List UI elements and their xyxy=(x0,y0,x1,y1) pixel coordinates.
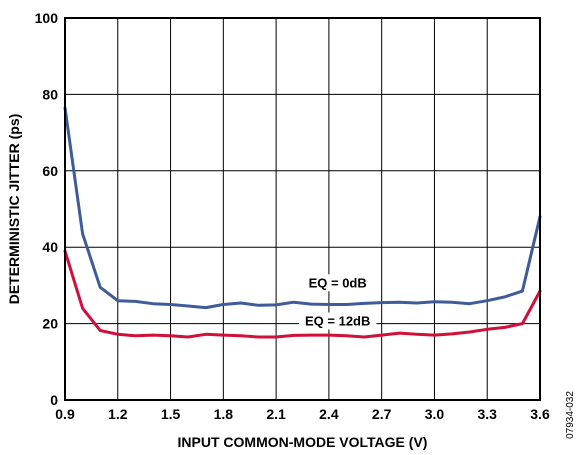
x-tick-labels: 0.9 1.2 1.5 1.8 2.1 2.4 2.7 3.0 3.3 3.6 xyxy=(55,406,550,422)
x-tick-label: 3.3 xyxy=(477,406,497,422)
x-tick-label: 2.4 xyxy=(319,406,339,422)
x-tick-label: 0.9 xyxy=(55,406,75,422)
series-label-eq-12db: EQ = 12dB xyxy=(305,314,370,329)
y-tick-label: 100 xyxy=(35,10,59,26)
series-label-layer: EQ = 0dB EQ = 12dB xyxy=(298,274,377,330)
series-line-eq-0db xyxy=(63,106,542,310)
x-tick-label: 3.0 xyxy=(425,406,445,422)
x-tick-label: 1.5 xyxy=(161,406,181,422)
y-tick-label: 60 xyxy=(42,163,58,179)
y-tick-label: 20 xyxy=(42,316,58,332)
series-label-bg-eq-12db xyxy=(298,312,377,330)
series-line-eq-12db xyxy=(63,249,542,339)
x-tick-label: 1.2 xyxy=(108,406,128,422)
y-tick-label: 0 xyxy=(50,392,58,408)
series-label-bg-eq-0db xyxy=(302,274,373,292)
series-label-eq-0db: EQ = 0dB xyxy=(309,275,367,290)
plot-border xyxy=(64,17,541,401)
y-tick-labels: 0 20 40 60 80 100 xyxy=(35,10,59,408)
x-tick-label: 3.6 xyxy=(530,406,550,422)
plot-area xyxy=(65,18,540,400)
y-tick-label: 80 xyxy=(42,86,58,102)
x-axis-title: INPUT COMMON-MODE VOLTAGE (V) xyxy=(178,434,428,450)
series-layer xyxy=(63,106,542,339)
x-tick-label: 1.8 xyxy=(214,406,234,422)
x-tick-label: 2.1 xyxy=(266,406,286,422)
figure-code: 07934-032 xyxy=(565,391,576,439)
y-axis-title: DETERMINISTIC JITTER (ps) xyxy=(6,114,22,305)
x-tick-label: 2.7 xyxy=(372,406,392,422)
y-tick-label: 40 xyxy=(42,239,58,255)
